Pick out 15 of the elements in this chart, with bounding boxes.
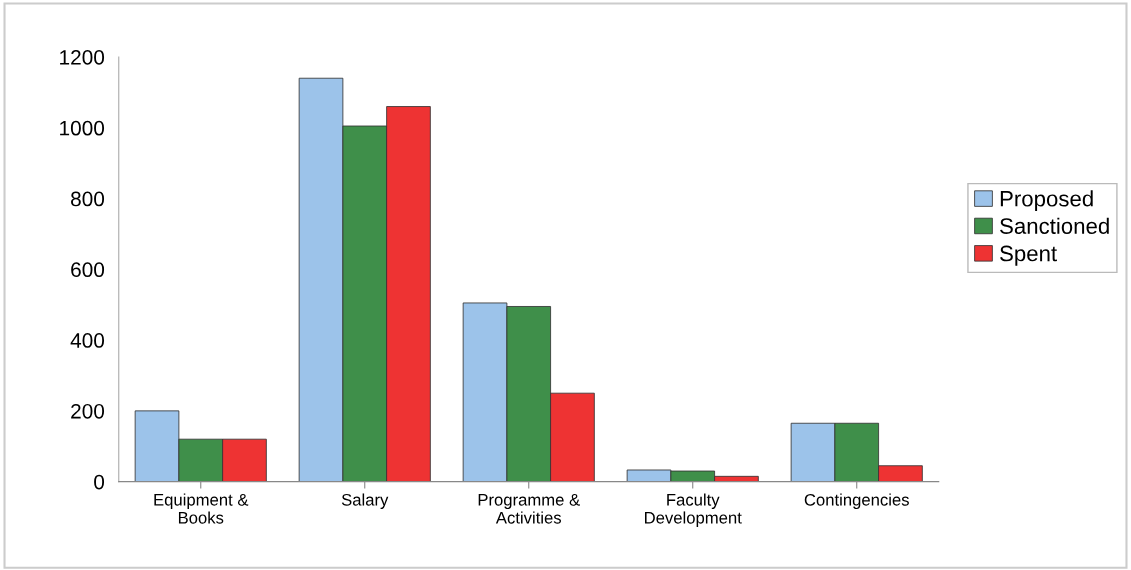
y-tick-label: 400 <box>70 333 105 348</box>
y-tick-label: 200 <box>71 403 105 419</box>
legend-label: Sanctioned <box>1000 217 1109 234</box>
legend-label: Spent <box>1000 245 1057 266</box>
x-tick-label: Faculty Development <box>645 493 742 527</box>
x-tick-label: Contingencies <box>804 493 909 509</box>
y-tick-label: 1200 <box>60 50 105 65</box>
y-tick-label: 0 <box>94 474 105 490</box>
y-tick-label: 800 <box>71 191 105 207</box>
legend-label: Proposed <box>1000 190 1093 211</box>
x-tick-label: Equipment & Books <box>154 493 249 524</box>
y-tick-label: 600 <box>71 262 105 278</box>
y-tick-label: 1000 <box>60 120 105 136</box>
x-tick-label: Salary <box>341 493 389 509</box>
x-tick-label: Programme & Activities <box>478 494 580 524</box>
